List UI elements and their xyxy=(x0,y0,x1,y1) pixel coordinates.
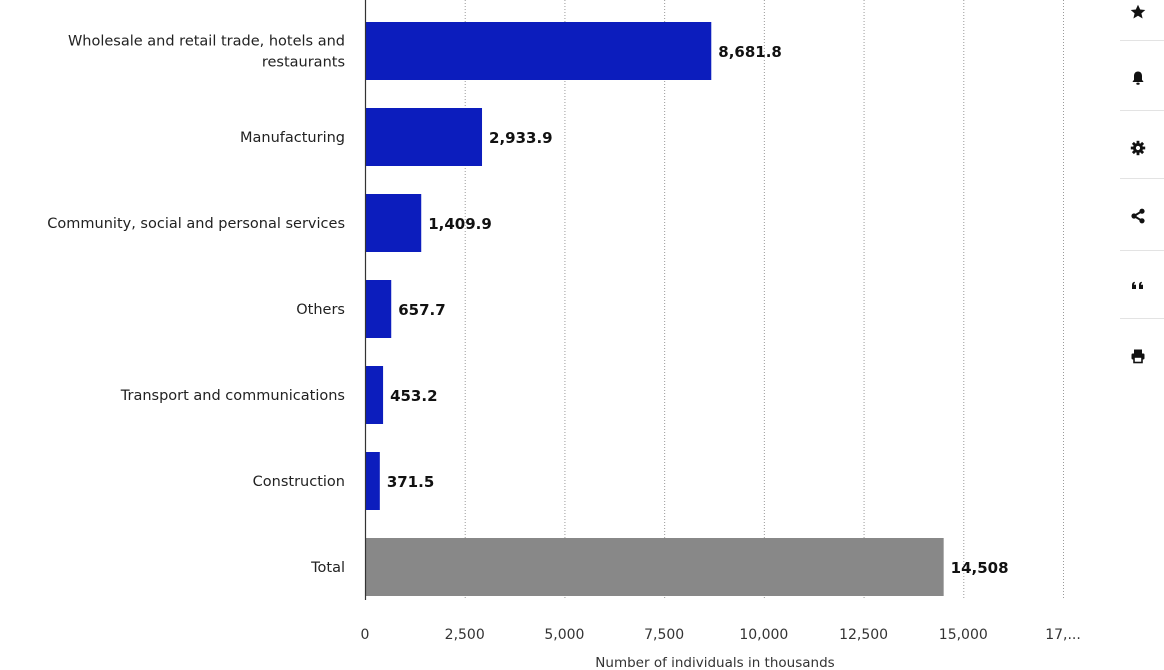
toolbar-divider xyxy=(1120,178,1164,179)
data-label: 657.7 xyxy=(398,301,445,319)
category-label: Manufacturing xyxy=(240,130,345,146)
toolbar-divider xyxy=(1120,250,1164,251)
data-label: 2,933.9 xyxy=(489,129,553,147)
bar xyxy=(365,280,392,338)
toolbar-divider xyxy=(1120,318,1164,319)
category-label: Community, social and personal services xyxy=(47,216,345,232)
x-axis-title: Number of individuals in thousands xyxy=(595,655,834,670)
x-tick-label: 10,000 xyxy=(739,627,788,643)
data-label: 371.5 xyxy=(387,473,434,491)
data-label: 1,409.9 xyxy=(428,215,492,233)
bell-icon xyxy=(1132,71,1144,85)
star-icon xyxy=(1130,4,1146,19)
bar xyxy=(365,366,384,424)
x-tick-label: 15,000 xyxy=(939,627,988,643)
data-label: 8,681.8 xyxy=(718,43,782,61)
data-label: 14,508 xyxy=(951,559,1009,577)
x-tick-label: 17,... xyxy=(1045,627,1081,643)
share-button[interactable] xyxy=(1112,196,1164,236)
settings-button[interactable] xyxy=(1112,128,1164,168)
x-tick-label: 7,500 xyxy=(644,627,684,643)
x-tick-label: 0 xyxy=(361,627,370,643)
cite-button[interactable] xyxy=(1112,266,1164,306)
chart-toolbar xyxy=(1112,0,1164,390)
share-icon xyxy=(1131,208,1145,224)
favorite-button[interactable] xyxy=(1112,0,1164,32)
bar xyxy=(365,194,422,252)
notification-button[interactable] xyxy=(1112,58,1164,98)
toolbar-divider xyxy=(1120,40,1164,41)
category-label: restaurants xyxy=(262,55,345,71)
bar xyxy=(365,538,944,596)
bar xyxy=(365,22,712,80)
bar xyxy=(365,452,380,510)
print-button[interactable] xyxy=(1112,336,1164,376)
gear-icon xyxy=(1130,140,1146,156)
category-label: Wholesale and retail trade, hotels and xyxy=(68,34,345,50)
bar xyxy=(365,108,483,166)
toolbar-divider xyxy=(1120,110,1164,111)
category-label: Total xyxy=(310,560,345,576)
category-label: Construction xyxy=(253,474,345,490)
print-icon xyxy=(1131,349,1145,364)
x-tick-label: 2,500 xyxy=(445,627,485,643)
category-label: Others xyxy=(296,302,345,318)
data-label: 453.2 xyxy=(390,387,437,405)
category-label: Transport and communications xyxy=(120,388,345,404)
x-tick-label: 12,500 xyxy=(839,627,888,643)
quote-icon xyxy=(1132,281,1143,289)
x-tick-label: 5,000 xyxy=(544,627,584,643)
